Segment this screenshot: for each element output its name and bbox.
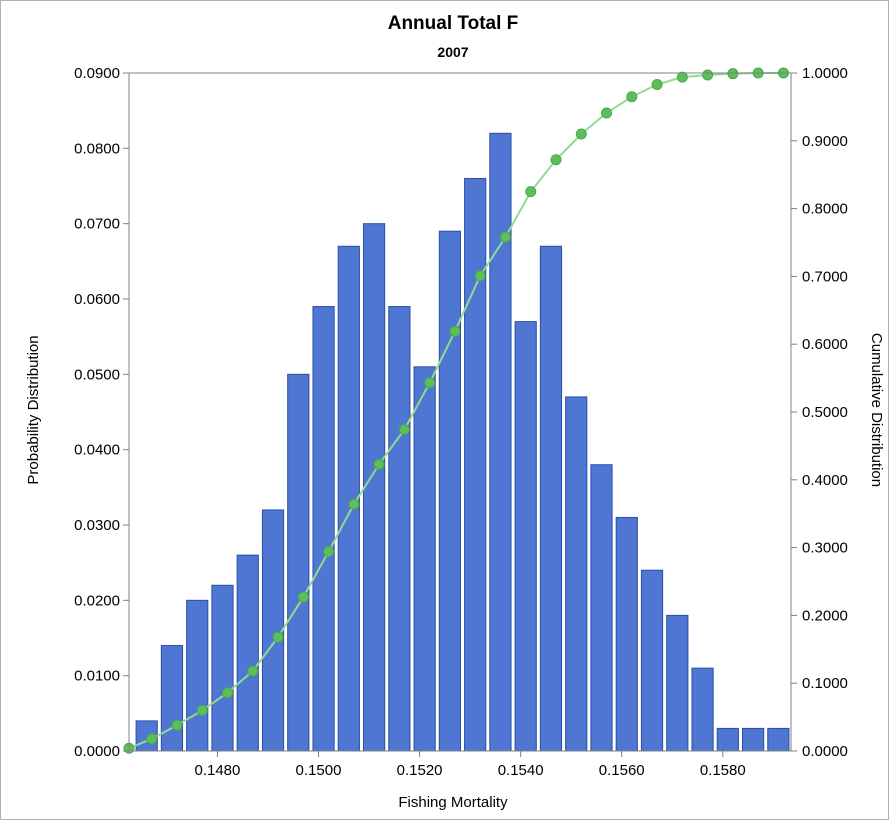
y-right-tick-label: 0.2000 <box>802 607 848 624</box>
cumulative-point <box>171 719 183 731</box>
y-left-tick-label: 0.0300 <box>74 517 120 534</box>
histogram-bar <box>489 132 512 752</box>
cumulative-point <box>222 687 234 699</box>
histogram-bar <box>312 306 335 752</box>
cumulative-point <box>499 231 511 243</box>
y-left-tick-label: 0.0900 <box>74 65 120 82</box>
histogram-bar <box>236 554 259 752</box>
chart-subtitle: 2007 <box>437 44 468 60</box>
x-tick-label: 0.1520 <box>397 762 443 779</box>
histogram-bar <box>160 645 184 752</box>
histogram-bar <box>716 727 739 752</box>
cumulative-point <box>247 665 259 677</box>
cumulative-point <box>449 325 461 337</box>
cumulative-point <box>398 424 410 436</box>
cumulative-point <box>676 71 688 83</box>
histogram-bar <box>287 373 310 752</box>
cumulative-point <box>575 128 587 140</box>
y-left-tick-label: 0.0100 <box>74 668 120 685</box>
histogram-bar <box>413 366 436 752</box>
cumulative-point <box>373 458 385 470</box>
histogram-bar <box>590 464 613 752</box>
y-right-tick-label: 1.0000 <box>802 65 848 82</box>
histogram-bar <box>691 667 714 752</box>
histogram-bar <box>615 516 638 752</box>
cumulative-point <box>601 107 613 119</box>
y-left-tick-label: 0.0800 <box>74 140 120 157</box>
y-right-tick-label: 0.4000 <box>802 472 848 489</box>
histogram-bar <box>565 396 588 752</box>
x-tick-label: 0.1480 <box>194 762 240 779</box>
cumulative-point <box>424 377 436 389</box>
cumulative-line-layer <box>123 67 789 754</box>
cumulative-point <box>272 631 284 643</box>
x-tick-label: 0.1560 <box>599 762 645 779</box>
y-right-tick-label: 0.9000 <box>802 133 848 150</box>
y-left-tick-label: 0.0700 <box>74 216 120 233</box>
histogram-bar <box>539 245 563 752</box>
cumulative-point <box>146 733 158 745</box>
histogram-bar <box>438 230 462 752</box>
histogram-bar <box>464 177 487 752</box>
x-axis-label: Fishing Mortality <box>398 794 508 811</box>
y-left-tick-label: 0.0000 <box>74 743 120 760</box>
y-left-tick-label: 0.0600 <box>74 291 120 308</box>
histogram-bar <box>666 614 689 752</box>
cumulative-point <box>550 154 562 166</box>
x-tick-label: 0.1580 <box>700 762 746 779</box>
y-right-tick-label: 0.5000 <box>802 404 848 421</box>
cumulative-point <box>297 591 309 603</box>
cumulative-point <box>651 79 663 91</box>
histogram-bar <box>640 569 664 752</box>
bars-layer <box>135 132 790 752</box>
histogram-bar <box>261 509 285 752</box>
histogram-bar <box>211 584 234 752</box>
y-left-tick-label: 0.0400 <box>74 442 120 459</box>
cumulative-point <box>626 91 638 103</box>
chart-title: Annual Total F <box>388 13 519 34</box>
cumulative-point <box>348 498 360 510</box>
y-right-tick-label: 0.6000 <box>802 336 848 353</box>
y-right-tick-label: 0.3000 <box>802 540 848 557</box>
cumulative-point <box>702 69 714 81</box>
y-axis-right-label: Cumulative Distribution <box>868 333 885 487</box>
y-right-tick-label: 0.1000 <box>802 675 848 692</box>
cumulative-point <box>323 546 335 558</box>
cumulative-point <box>525 186 537 198</box>
histogram-bar <box>741 727 765 752</box>
histogram-bar <box>514 321 537 752</box>
cumulative-point <box>474 270 486 282</box>
histogram-bar <box>767 727 790 752</box>
cumulative-point <box>727 68 739 80</box>
histogram-bar <box>388 306 411 752</box>
cumulative-point <box>196 704 208 716</box>
y-right-tick-label: 0.8000 <box>802 201 848 218</box>
histogram-bar <box>362 223 386 752</box>
axes-layer: 0.0000 0.0100 0.0200 0.0300 0.0400 0.0500 0.06… <box>74 65 848 779</box>
y-left-tick-label: 0.0500 <box>74 366 120 383</box>
x-tick-label: 0.1500 <box>296 762 342 779</box>
y-axis-left-label: Probability Distribution <box>25 335 42 484</box>
x-tick-label: 0.1540 <box>498 762 544 779</box>
y-right-tick-label: 0.0000 <box>802 743 848 760</box>
y-right-tick-label: 0.7000 <box>802 268 848 285</box>
histogram-bar <box>186 599 209 752</box>
y-left-tick-label: 0.0200 <box>74 592 120 609</box>
